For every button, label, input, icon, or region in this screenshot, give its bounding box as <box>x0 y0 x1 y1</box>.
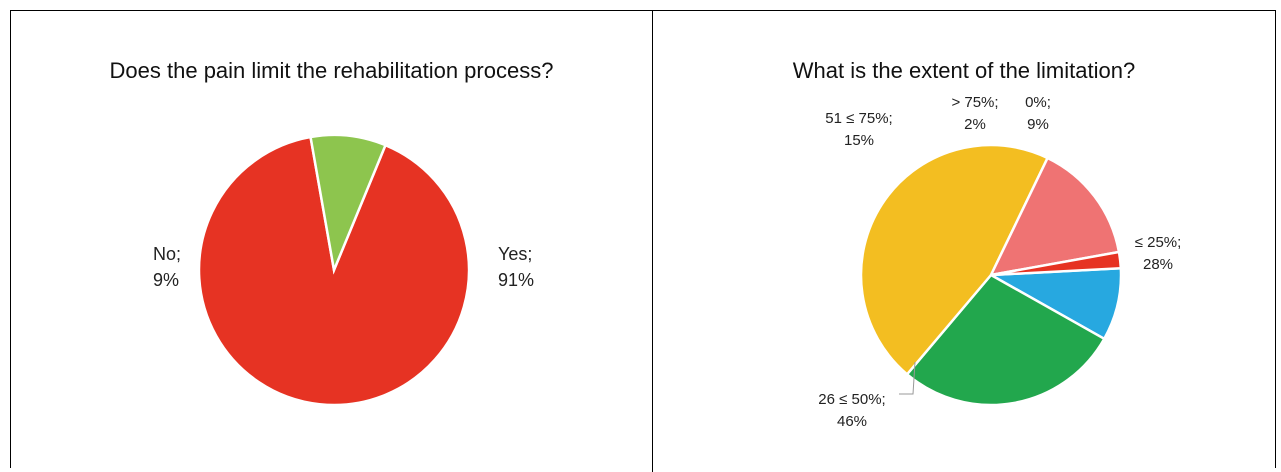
chart-panel-extent: What is the extent of the limitation? 0%… <box>653 10 1275 472</box>
pie-slice-51-75 <box>988 156 1121 277</box>
pie-slice-25 <box>905 273 1106 407</box>
slice-value-label: 9% <box>1027 116 1049 133</box>
slice-value-label: 9% <box>153 270 179 290</box>
pie-slice-75 <box>990 250 1123 277</box>
pie-slice-26-50 <box>859 143 1050 377</box>
slice-label-51-75: 51 ≤ 75%; <box>825 110 892 127</box>
slice-label-26-50: 26 ≤ 50%; <box>818 391 885 408</box>
slice-label-25: ≤ 25%; <box>1135 234 1182 251</box>
panel-divider <box>652 10 653 472</box>
chart-title: Does the pain limit the rehabilitation p… <box>109 58 554 83</box>
pie-chart-pain-limit: Yes; 91% No; 9% <box>153 133 534 407</box>
slice-label-75: > 75%; <box>951 94 998 111</box>
pie-slice-no <box>309 133 388 275</box>
slice-value-label: 91% <box>498 270 534 290</box>
slice-label-no: No; <box>153 244 181 264</box>
slice-label-0: 0%; <box>1025 94 1051 111</box>
pie-chart-extent: 0%; 9% ≤ 25%; 28% 26 ≤ 50%; 46% 51 ≤ 75%; 15% > … <box>818 94 1182 430</box>
slice-value-label: 2% <box>964 116 986 133</box>
chart-title: What is the extent of the limitation? <box>792 58 1136 83</box>
slice-value-label: 46% <box>837 413 867 430</box>
label-leader-line <box>899 361 916 395</box>
chart-panel-pain-limit: Does the pain limit the rehabilitation p… <box>11 10 652 472</box>
slice-value-label: 15% <box>844 132 874 149</box>
slice-value-label: 28% <box>1143 256 1173 273</box>
slice-label-yes: Yes; <box>498 244 532 264</box>
figure-frame <box>10 10 1276 468</box>
